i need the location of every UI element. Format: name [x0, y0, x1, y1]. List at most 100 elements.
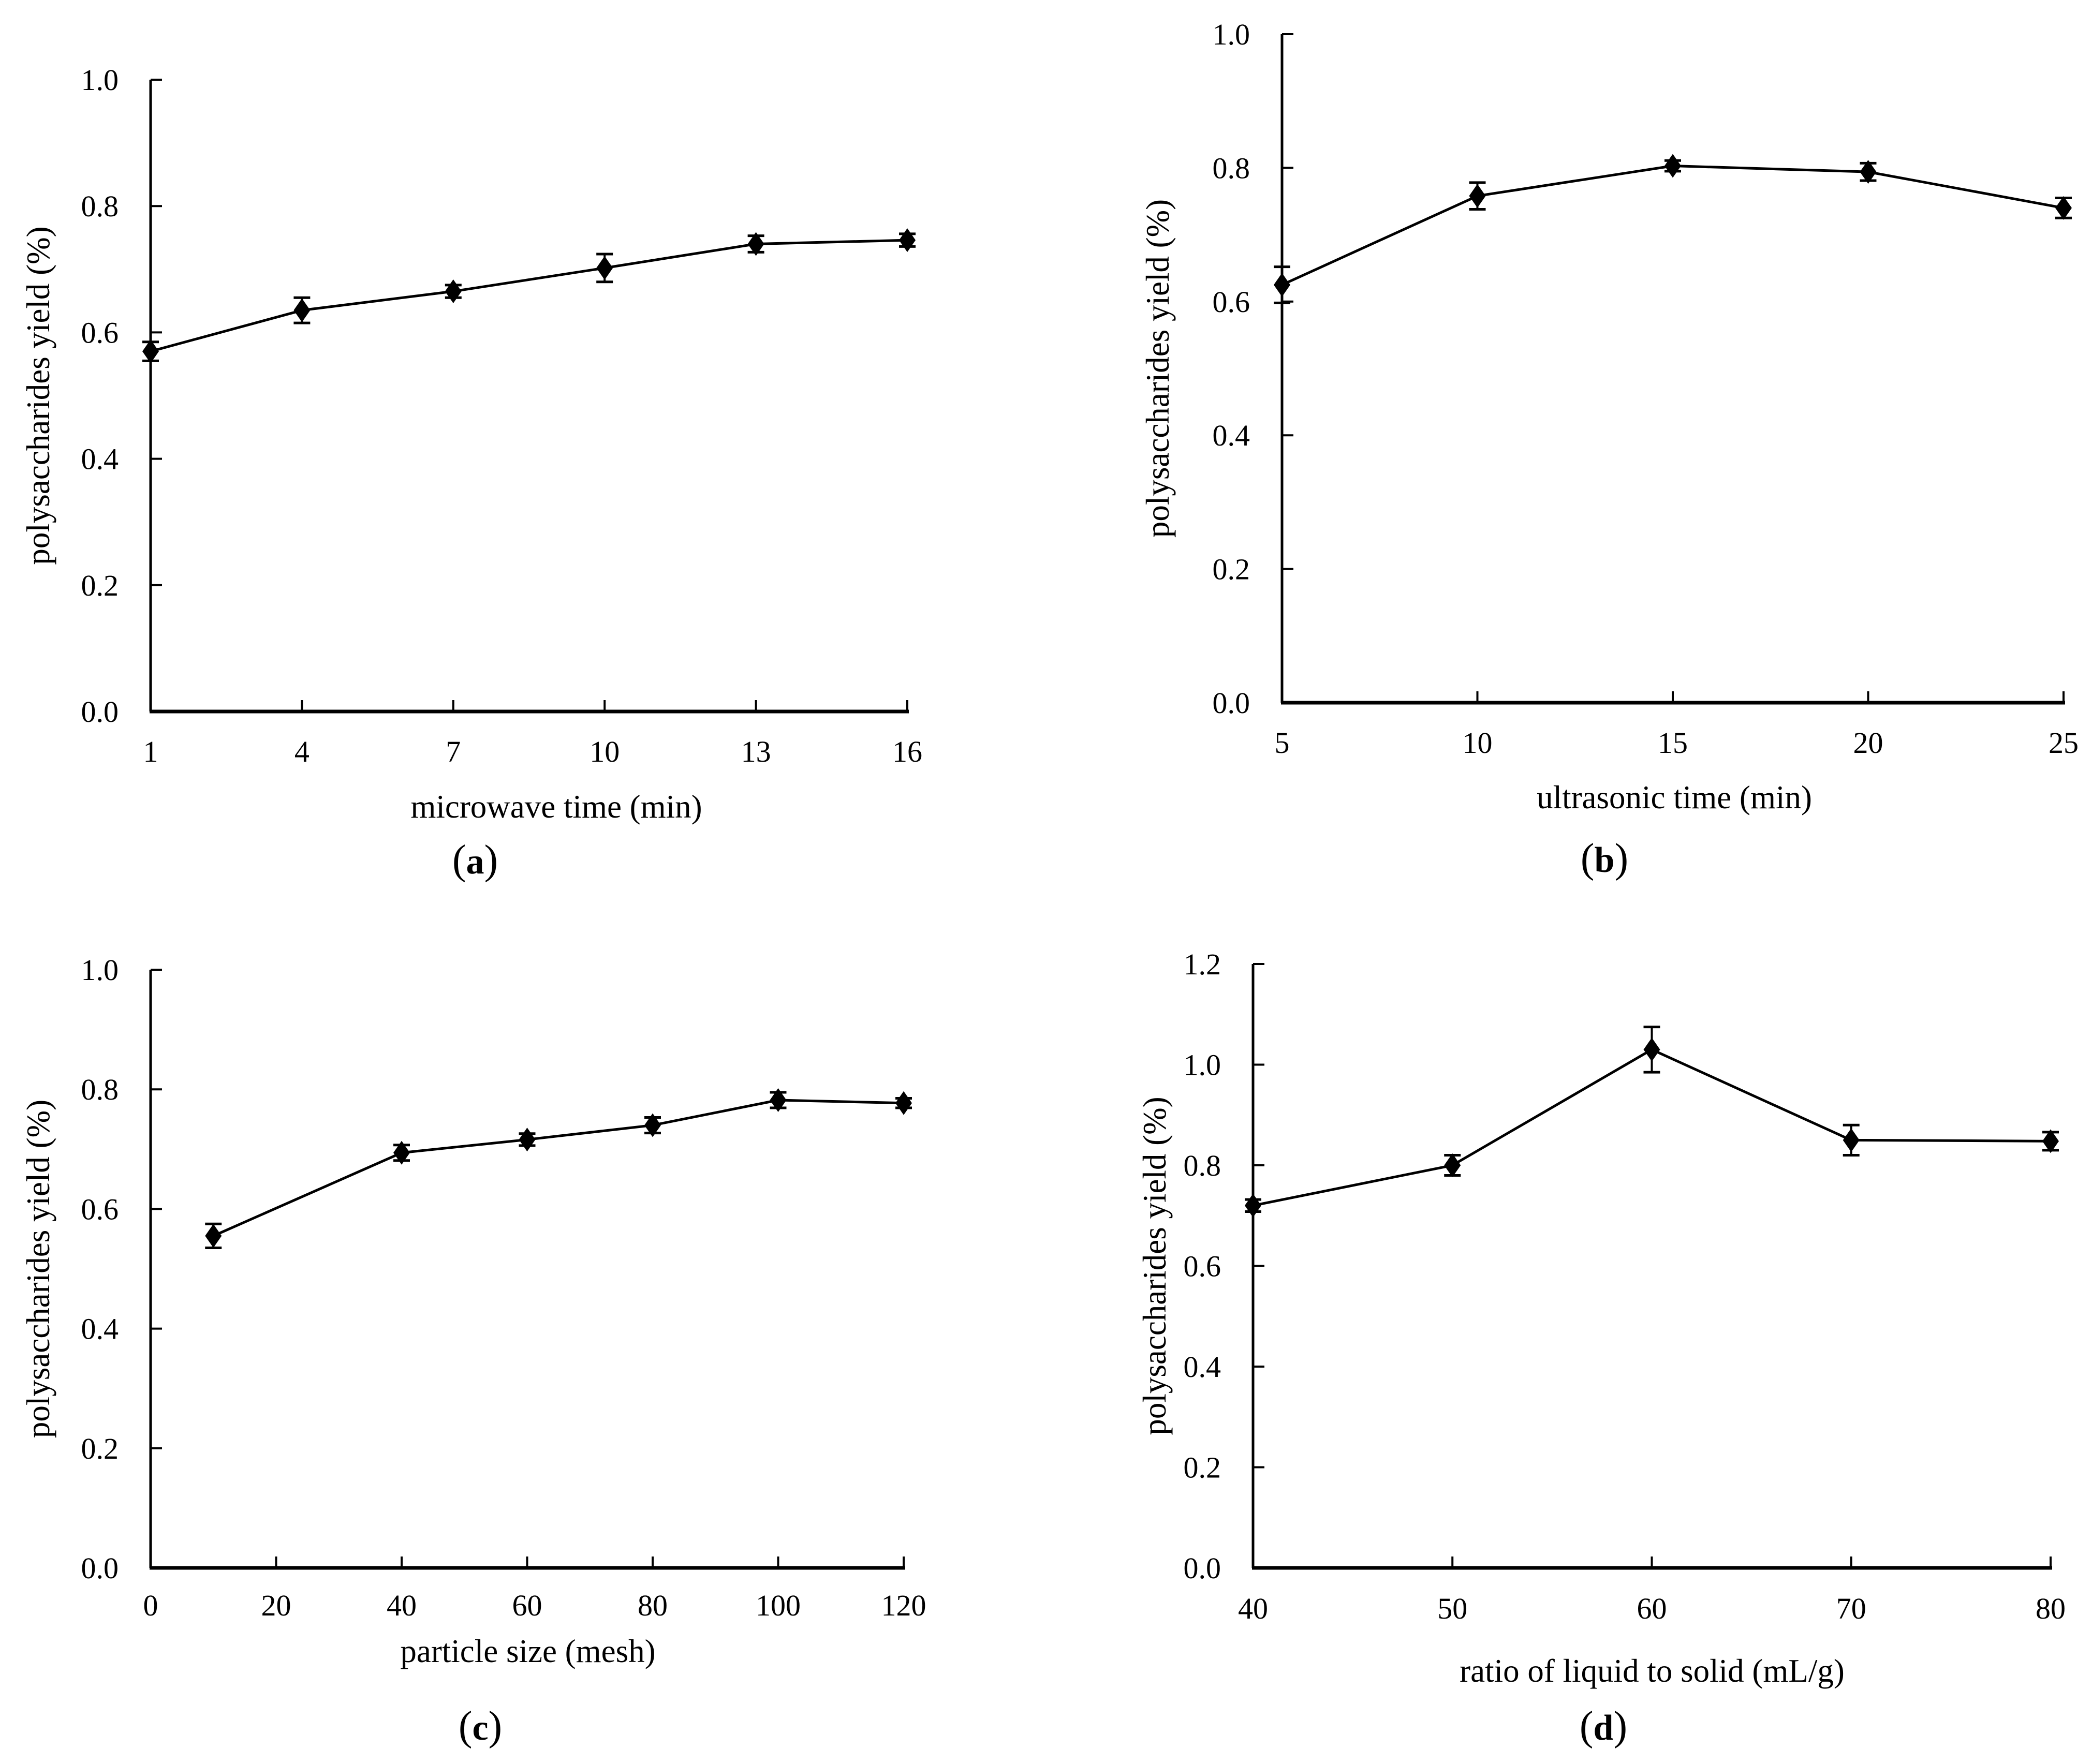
y-tick-label: 0.0 — [1213, 686, 1250, 720]
data-point-marker — [1643, 1037, 1660, 1062]
y-tick-label: 0.6 — [1213, 285, 1250, 319]
data-points — [1245, 1037, 2059, 1218]
data-point-marker — [644, 1113, 661, 1137]
panel-caption: (d) — [1580, 1703, 1627, 1749]
y-axis-title: polysaccharides yield (%) — [1140, 199, 1176, 538]
x-tick-label: 60 — [512, 1589, 542, 1622]
y-tick-label: 0.0 — [1184, 1551, 1221, 1585]
data-point-marker — [1843, 1128, 1860, 1152]
x-tick-group: 1 4 7 10 13 16 — [143, 700, 922, 768]
x-tick-label: 7 — [446, 735, 461, 768]
x-tick-label: 0 — [143, 1589, 158, 1622]
x-tick-label: 70 — [1836, 1592, 1866, 1625]
x-tick-label: 40 — [1238, 1592, 1268, 1625]
data-points — [142, 228, 916, 364]
data-point-marker — [895, 1091, 912, 1115]
data-point-marker — [445, 279, 462, 304]
data-point-marker — [2042, 1129, 2059, 1153]
y-tick-label: 1.0 — [81, 63, 119, 97]
panel-a: 0.0 0.2 0.4 0.6 0.8 1.0 1 4 7 10 13 16 microwave tim… — [20, 63, 922, 883]
y-tick-label: 0.2 — [81, 1432, 119, 1465]
x-tick-group: 0 20 40 60 80 100 120 — [143, 1557, 926, 1622]
x-tick-label: 100 — [756, 1589, 801, 1622]
data-point-marker — [596, 256, 613, 280]
x-tick-group: 40 50 60 70 80 — [1238, 1557, 2066, 1625]
y-tick-label: 1.0 — [1213, 18, 1250, 51]
y-tick-label: 0.8 — [81, 189, 119, 223]
panel-caption: (c) — [459, 1703, 502, 1749]
error-bars — [142, 232, 916, 362]
data-points — [1274, 154, 2072, 297]
y-tick-label: 0.6 — [81, 316, 119, 349]
data-point-marker — [747, 232, 764, 256]
x-tick-label: 60 — [1637, 1592, 1667, 1625]
y-tick-label: 0.0 — [81, 1551, 119, 1585]
x-tick-label: 4 — [294, 735, 310, 768]
data-point-marker — [1469, 184, 1486, 208]
x-tick-label: 120 — [881, 1589, 926, 1622]
series-line — [1281, 165, 2064, 286]
y-tick-label: 0.8 — [81, 1073, 119, 1106]
x-axis-title: ratio of liquid to solid (mL/g) — [1460, 1653, 1845, 1689]
series-line — [150, 239, 908, 353]
panel-caption: (a) — [452, 837, 498, 883]
data-point-marker — [519, 1128, 536, 1152]
x-tick-label: 40 — [387, 1589, 417, 1622]
y-tick-group: 0.0 0.2 0.4 0.6 0.8 1.0 — [81, 953, 162, 1585]
y-axis-title: polysaccharides yield (%) — [20, 1100, 56, 1438]
y-tick-label: 0.2 — [81, 569, 119, 602]
y-tick-group: 0.0 0.2 0.4 0.6 0.8 1.0 — [81, 63, 162, 729]
y-tick-label: 0.4 — [81, 442, 119, 476]
data-point-marker — [1274, 273, 1290, 297]
y-tick-label: 0.6 — [81, 1192, 119, 1226]
data-point-marker — [205, 1224, 222, 1248]
x-tick-label: 13 — [741, 735, 771, 768]
y-tick-label: 1.0 — [81, 953, 119, 987]
panel-caption: (b) — [1581, 836, 1628, 881]
data-points — [205, 1088, 912, 1248]
panel-b: 0.0 0.2 0.4 0.6 0.8 1.0 5 10 15 20 25 ultrasonic ti… — [1140, 18, 2079, 881]
y-tick-label: 0.8 — [1184, 1149, 1221, 1182]
x-tick-label: 50 — [1437, 1592, 1467, 1625]
data-point-marker — [1245, 1193, 1261, 1218]
data-point-marker — [142, 339, 159, 364]
x-tick-label: 20 — [261, 1589, 291, 1622]
data-point-marker — [1860, 160, 1877, 184]
x-tick-label: 10 — [590, 735, 620, 768]
x-tick-label: 20 — [1853, 726, 1883, 760]
y-tick-label: 0.0 — [81, 695, 119, 729]
y-tick-label: 0.8 — [1213, 151, 1250, 185]
y-tick-label: 0.4 — [1213, 419, 1250, 452]
x-axis-title: particle size (mesh) — [400, 1633, 655, 1669]
y-tick-label: 0.6 — [1184, 1250, 1221, 1283]
data-point-marker — [1664, 154, 1681, 178]
x-tick-label: 25 — [2049, 726, 2079, 760]
y-axis-title: polysaccharides yield (%) — [1137, 1096, 1173, 1435]
x-tick-label: 16 — [892, 735, 922, 768]
y-tick-label: 1.2 — [1184, 947, 1221, 981]
data-point-marker — [1444, 1153, 1461, 1177]
data-point-marker — [899, 228, 916, 253]
x-tick-label: 80 — [638, 1589, 668, 1622]
y-tick-label: 0.2 — [1213, 553, 1250, 586]
data-point-marker — [770, 1088, 787, 1113]
x-tick-label: 80 — [2036, 1592, 2066, 1625]
y-tick-group: 0.0 0.2 0.4 0.6 0.8 1.0 1.2 — [1184, 947, 1264, 1585]
y-tick-label: 1.0 — [1184, 1048, 1221, 1082]
series-line — [213, 1099, 904, 1237]
x-axis-title: ultrasonic time (min) — [1537, 779, 1812, 816]
y-tick-group: 0.0 0.2 0.4 0.6 0.8 1.0 — [1213, 18, 1293, 720]
y-tick-label: 0.2 — [1184, 1451, 1221, 1485]
y-axis-title: polysaccharides yield (%) — [20, 226, 56, 565]
y-tick-label: 0.4 — [81, 1312, 119, 1346]
x-tick-label: 10 — [1463, 726, 1493, 760]
panel-c: 0.0 0.2 0.4 0.6 0.8 1.0 0 20 40 60 80 100 120 particl… — [20, 953, 926, 1749]
data-point-marker — [293, 298, 311, 322]
panel-d: 0.0 0.2 0.4 0.6 0.8 1.0 1.2 40 50 60 70 80 ratio of … — [1137, 947, 2066, 1749]
x-axis-title: microwave time (min) — [410, 789, 702, 825]
y-tick-label: 0.4 — [1184, 1350, 1221, 1384]
error-bars — [1274, 159, 2072, 304]
error-bars — [205, 1091, 912, 1250]
